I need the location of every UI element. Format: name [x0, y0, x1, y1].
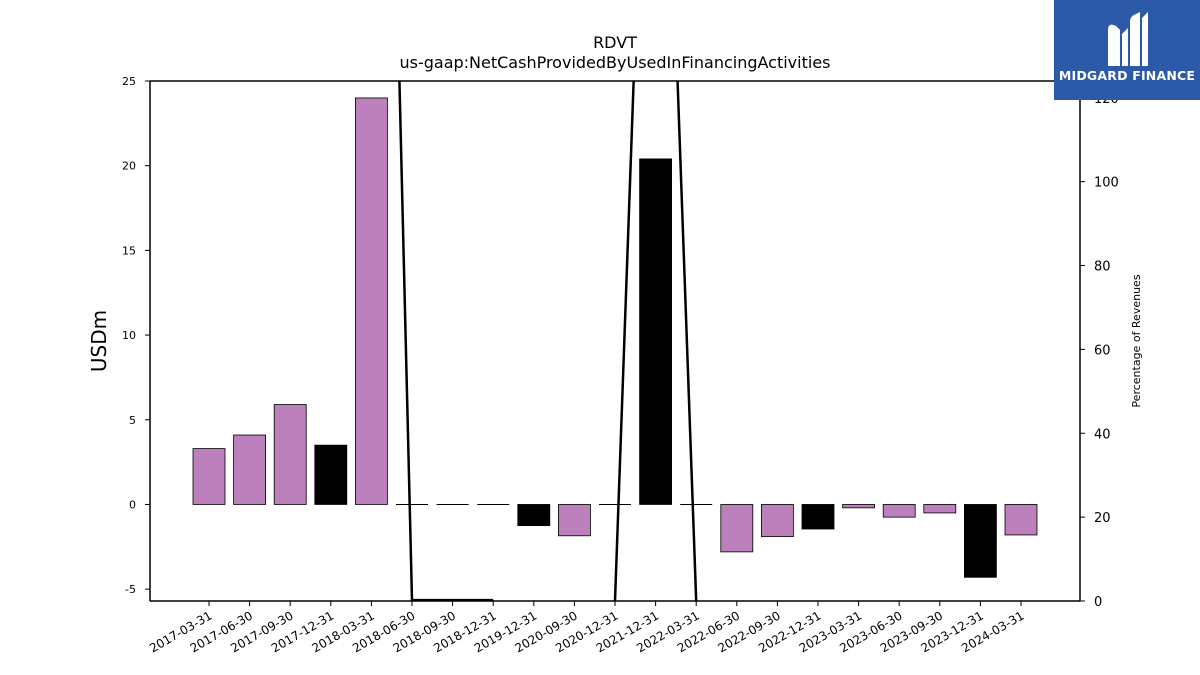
y-tick-label: -5: [125, 583, 136, 596]
bar-2022-06-30: [720, 504, 754, 553]
brand-logo: MIDGARD FINANCE: [1054, 0, 1200, 100]
bar-2017-12-31: [314, 444, 348, 505]
y-tick-label: 20: [122, 160, 136, 173]
bar-2018-03-31: [354, 97, 388, 505]
y2-axis-label: Percentage of Revenues: [1130, 274, 1143, 407]
midgard-logo-icon: [1108, 12, 1148, 67]
y-tick-label: 10: [122, 329, 136, 342]
y2-tick-label: 0: [1094, 595, 1102, 610]
y2-tick-label: 40: [1094, 427, 1111, 442]
bar-2023-09-30: [923, 504, 957, 514]
bar-2023-03-31: [842, 504, 875, 509]
y-tick-label: 25: [122, 75, 136, 88]
bar-2017-09-30: [273, 404, 307, 505]
y-tick-label: 5: [129, 414, 136, 427]
ratio-line-series: [398, 81, 698, 601]
brand-logo-text: MIDGARD FINANCE: [1058, 68, 1196, 83]
chart-title: RDVT: [593, 33, 637, 52]
y2-tick-label: 100: [1094, 176, 1119, 191]
bar-2022-12-31: [801, 504, 835, 530]
bar-2017-03-31: [192, 448, 226, 505]
bar-series: [192, 97, 1038, 578]
ratio-line-segment: [613, 81, 698, 601]
bar-2020-09-30: [558, 504, 591, 537]
y-axis-label: USDm: [87, 310, 111, 372]
bar-2017-06-30: [233, 434, 267, 505]
bar-2023-12-31: [964, 504, 997, 578]
bar-2021-12-31: [639, 158, 672, 505]
y2-tick-label: 20: [1094, 511, 1111, 526]
y2-tick-label: 80: [1094, 260, 1111, 275]
bar-2023-06-30: [882, 504, 916, 518]
bar-2024-03-31: [1004, 504, 1038, 536]
chart-subtitle: us-gaap:NetCashProvidedByUsedInFinancing…: [399, 53, 830, 72]
y-tick-label: 15: [122, 244, 136, 257]
bar-2019-12-31: [517, 504, 551, 527]
y-tick-label: 0: [129, 498, 136, 511]
axes: [145, 80, 1085, 606]
y2-tick-label: 60: [1094, 343, 1111, 358]
ratio-line-segment: [398, 81, 494, 601]
bar-2022-09-30: [761, 504, 794, 538]
